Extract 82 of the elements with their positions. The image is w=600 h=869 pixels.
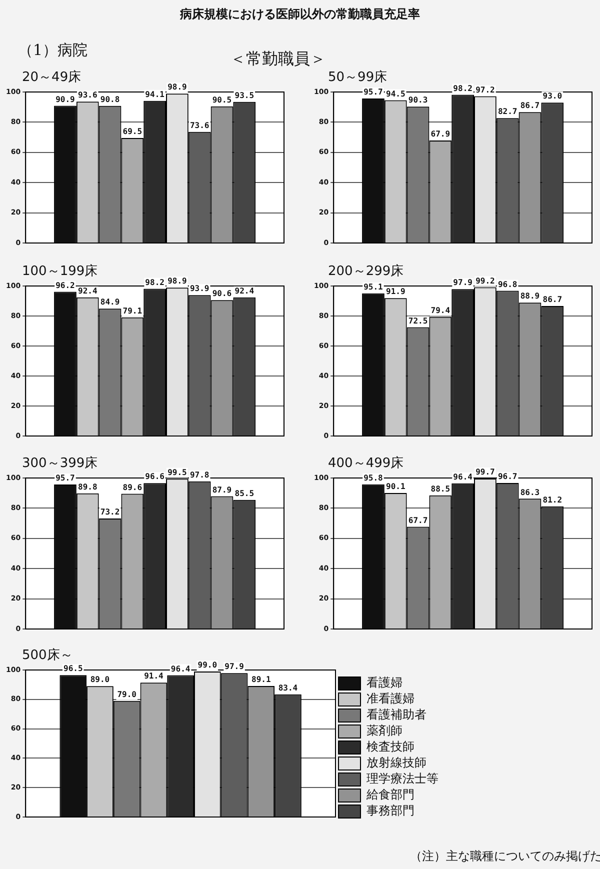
- data-label: 96.7: [498, 472, 518, 482]
- legend-label: 放射線技師: [366, 756, 426, 770]
- data-label: 98.2: [145, 278, 165, 287]
- legend-label: 検査技師: [366, 740, 414, 754]
- data-label: 84.9: [100, 298, 120, 307]
- data-label: 93.6: [78, 90, 98, 100]
- data-label: 98.9: [168, 82, 188, 92]
- data-label: 97.8: [190, 470, 210, 480]
- data-label: 90.3: [408, 96, 428, 105]
- data-label: 97.9: [453, 278, 473, 288]
- legend-label: 看護婦: [366, 676, 402, 690]
- data-label: 90.5: [212, 95, 232, 104]
- data-label: 69.5: [122, 127, 142, 136]
- data-label: 89.0: [90, 675, 110, 684]
- chart-title: 100～199床: [22, 264, 98, 279]
- data-label: 95.7: [56, 474, 76, 483]
- data-label: 89.1: [251, 675, 271, 684]
- data-label: 86.3: [520, 488, 540, 497]
- legend-label: 看護補助者: [366, 708, 426, 722]
- data-label: 96.4: [170, 664, 190, 674]
- data-label: 91.4: [144, 672, 164, 681]
- data-label: 72.5: [408, 316, 428, 326]
- data-label: 95.1: [364, 282, 384, 292]
- data-label: 91.9: [386, 287, 406, 296]
- data-label: 83.4: [278, 683, 298, 692]
- chart-title: 400～499床: [328, 456, 404, 471]
- data-label: 96.6: [145, 472, 165, 482]
- data-label: 98.9: [168, 276, 188, 286]
- data-label: 85.5: [234, 488, 254, 498]
- data-label: 89.6: [122, 482, 142, 492]
- data-label: 93.9: [190, 284, 210, 294]
- data-label: 92.4: [78, 286, 98, 296]
- legend-label: 事務部門: [366, 804, 414, 818]
- data-label: 92.4: [234, 286, 254, 296]
- data-label: 87.9: [212, 485, 232, 494]
- data-label: 96.5: [63, 664, 83, 674]
- data-label: 73.6: [190, 120, 210, 130]
- data-label: 89.8: [78, 482, 98, 492]
- data-label: 82.7: [498, 107, 518, 116]
- data-label: 90.6: [212, 289, 232, 298]
- data-label: 86.7: [520, 101, 540, 110]
- chart-title: 200～299床: [328, 264, 404, 279]
- chart-title: 300～399床: [22, 456, 98, 471]
- legend-label: 准看護婦: [366, 692, 414, 706]
- legend-label: 理学療法士等: [366, 772, 438, 786]
- data-label: 79.4: [430, 306, 450, 315]
- data-label: 93.5: [234, 90, 254, 100]
- chart-title: 20～49床: [22, 70, 82, 85]
- data-label: 86.7: [542, 295, 562, 304]
- data-label: 99.7: [476, 468, 496, 477]
- data-label: 88.5: [430, 484, 450, 494]
- data-label: 67.9: [430, 130, 450, 139]
- data-label: 88.9: [520, 292, 540, 301]
- data-label: 90.1: [386, 482, 406, 492]
- data-label: 90.9: [56, 94, 76, 104]
- data-label: 99.5: [168, 468, 188, 477]
- data-label: 67.7: [408, 516, 428, 525]
- data-label: 81.2: [542, 495, 562, 504]
- data-label: 98.2: [453, 84, 473, 93]
- data-label: 95.7: [364, 88, 384, 97]
- text: ＜常勤職員＞: [230, 49, 326, 68]
- data-label: 94.5: [386, 89, 406, 98]
- data-label: 97.9: [224, 662, 244, 672]
- text: （1）病院: [18, 41, 88, 59]
- data-label: 79.1: [122, 306, 142, 316]
- data-label: 79.0: [117, 690, 137, 699]
- data-label: 96.8: [498, 280, 518, 289]
- data-label: 99.2: [476, 276, 496, 286]
- data-label: 97.2: [476, 85, 496, 94]
- data-label: 96.2: [56, 280, 76, 290]
- legend-label: 給食部門: [366, 788, 414, 802]
- data-label: 96.4: [453, 472, 473, 482]
- data-label: 95.8: [364, 473, 384, 482]
- chart-title: 50～99床: [328, 70, 388, 85]
- chart-title: 500床～: [22, 648, 73, 663]
- data-label: 99.0: [198, 660, 218, 670]
- legend-label: 薬剤師: [366, 724, 402, 738]
- data-label: 90.8: [100, 94, 120, 104]
- data-label: 73.2: [100, 508, 120, 517]
- text: 病床規模における医師以外の常勤職員充足率: [178, 7, 421, 21]
- data-label: 93.0: [542, 92, 562, 101]
- data-label: 94.1: [145, 90, 165, 99]
